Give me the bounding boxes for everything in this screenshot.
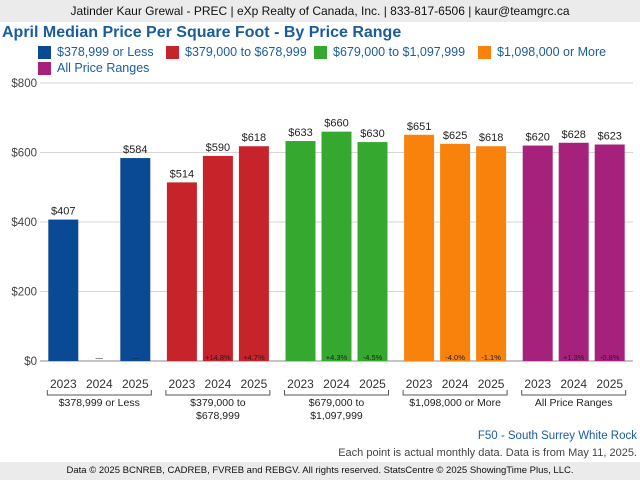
- change-label: -1.1%: [481, 353, 501, 362]
- y-tick-label: $600: [11, 148, 37, 160]
- legend-item-2: $379,000 to $678,999: [166, 45, 307, 59]
- x-tick-label: 2024: [86, 377, 113, 391]
- bar: [476, 146, 507, 361]
- chart-title: April Median Price Per Square Foot - By …: [2, 24, 402, 41]
- bar-value-label: $623: [597, 131, 621, 143]
- bar: [594, 144, 625, 361]
- x-tick-label: 2024: [442, 377, 469, 391]
- bar: [440, 143, 471, 361]
- x-tick-label: 2023: [50, 377, 77, 391]
- bar-value-label: $590: [206, 142, 230, 154]
- x-tick-label: 2023: [524, 377, 551, 391]
- y-tick-label: $400: [11, 217, 37, 229]
- x-tick-label: 2024: [560, 377, 587, 391]
- bar-value-label: $584: [123, 144, 147, 156]
- change-label: +4.3%: [326, 353, 348, 362]
- group-bracket: [402, 390, 508, 396]
- bar: [522, 145, 553, 361]
- group-label: $379,000 to: [190, 397, 246, 409]
- bar-value-label: $628: [561, 129, 585, 141]
- bar: [357, 142, 388, 361]
- legend-item-3: $679,000 to $1,097,999: [314, 45, 465, 59]
- x-tick-label: 2024: [205, 377, 232, 391]
- legend-item-5: All Price Ranges: [38, 61, 149, 75]
- change-label: +1.3%: [563, 353, 585, 362]
- y-tick-label: $0: [24, 356, 37, 368]
- legend-label-3: $679,000 to $1,097,999: [333, 45, 466, 59]
- change-label: +4.7%: [243, 353, 265, 362]
- legend-swatch-5: [38, 61, 51, 75]
- legend-item-4: $1,098,000 or More: [478, 45, 606, 59]
- x-tick-label: 2025: [241, 377, 268, 391]
- group-bracket: [521, 390, 627, 396]
- bar: [202, 155, 233, 361]
- group-label: $378,999 or Less: [59, 397, 140, 409]
- bar: [404, 134, 435, 361]
- bar-value-label: $633: [288, 127, 312, 139]
- legend-swatch-3: [314, 45, 327, 59]
- legend-swatch-1: [38, 45, 51, 59]
- bar: [285, 141, 316, 361]
- change-label: —: [132, 353, 140, 362]
- change-label: -0.8%: [600, 353, 620, 362]
- group-label: $1,098,000 or More: [409, 397, 501, 409]
- bar: [166, 182, 197, 361]
- y-tick-label: $200: [11, 287, 37, 299]
- bar: [558, 142, 589, 361]
- data-note: Each point is actual monthly data. Data …: [338, 447, 637, 459]
- bar-value-label: $630: [360, 128, 384, 140]
- bar: [48, 219, 79, 361]
- legend-label-5: All Price Ranges: [57, 61, 150, 75]
- legend-swatch-4: [478, 45, 491, 59]
- group-label: $678,999: [196, 410, 240, 422]
- y-tick-label: $800: [11, 78, 37, 90]
- header-bar: Jatinder Kaur Grewal - PREC | eXp Realty…: [0, 0, 640, 22]
- x-tick-label: 2024: [323, 377, 350, 391]
- bar: [321, 131, 352, 361]
- legend-item-1: $378,999 or Less: [38, 45, 154, 59]
- group-label: All Price Ranges: [535, 397, 613, 409]
- bar-value-label: $651: [407, 121, 431, 133]
- change-label: -4.5%: [363, 353, 383, 362]
- legend-swatch-2: [166, 45, 179, 59]
- x-tick-label: 2025: [359, 377, 386, 391]
- x-tick-label: 2025: [596, 377, 623, 391]
- group-label: $679,000 to: [309, 397, 365, 409]
- x-tick-label: 2025: [122, 377, 149, 391]
- legend-label-4: $1,098,000 or More: [497, 45, 607, 59]
- footer: Data © 2025 BCNREB, CADREB, FVREB and RE…: [0, 462, 640, 480]
- x-tick-label: 2023: [169, 377, 196, 391]
- x-tick-label: 2023: [406, 377, 433, 391]
- bar-chart: $0 $200 $400 $600 $800 $407 2023 — 2024 $584 — 2025…: [11, 78, 633, 422]
- group-label: $1,097,999: [310, 410, 363, 422]
- group-bracket: [46, 390, 152, 396]
- group-bracket: [165, 390, 271, 396]
- legend-label-2: $379,000 to $678,999: [185, 45, 307, 59]
- bar-value-label: $620: [525, 132, 549, 144]
- change-label: —: [96, 353, 104, 362]
- group-bracket: [284, 390, 389, 396]
- x-tick-label: 2023: [287, 377, 314, 391]
- bar-value-label: $660: [324, 118, 348, 130]
- x-tick-label: 2025: [478, 377, 505, 391]
- legend-label-1: $378,999 or Less: [57, 45, 154, 59]
- change-label: -4.0%: [445, 353, 465, 362]
- region-note: F50 - South Surrey White Rock: [477, 430, 637, 442]
- bar-value-label: $625: [443, 130, 467, 142]
- bar: [120, 158, 151, 361]
- bar: [238, 146, 269, 361]
- change-label: +14.8%: [205, 353, 231, 362]
- bar-value-label: $514: [170, 168, 194, 180]
- bar-value-label: $407: [51, 206, 75, 218]
- bar-value-label: $618: [479, 132, 503, 144]
- bar-value-label: $618: [242, 132, 266, 144]
